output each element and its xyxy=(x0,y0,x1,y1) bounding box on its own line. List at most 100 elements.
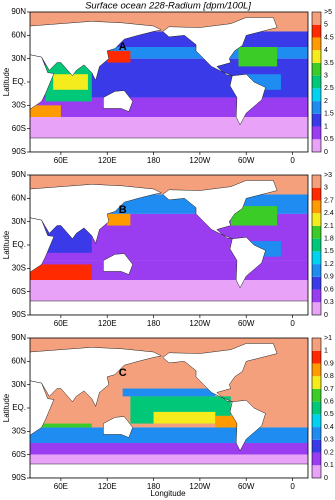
colorbar-swatch xyxy=(312,37,321,51)
colorbar-tick-label: 0.8 xyxy=(324,373,334,380)
y-tick-label: 90S xyxy=(12,147,26,156)
colorbar-tick-label: 2.5 xyxy=(324,85,334,92)
colorbar-tick-label: >5 xyxy=(324,9,332,16)
colorbar-swatch xyxy=(312,101,321,114)
land xyxy=(229,399,266,452)
y-tick-label: 60N xyxy=(11,356,26,365)
land xyxy=(30,217,55,273)
colorbar-swatch xyxy=(312,414,321,428)
colorbar-frame xyxy=(311,174,322,316)
y-axis-label: Latitude xyxy=(2,230,11,259)
x-tick-label: 60E xyxy=(54,319,68,328)
colorbar-tick-label: 1.5 xyxy=(324,111,334,118)
colorbar-tick-label: 0.6 xyxy=(324,398,334,405)
colorbar-tick-label: 0.9 xyxy=(324,360,334,367)
land xyxy=(162,17,278,77)
y-tick-label: 90N xyxy=(11,7,26,16)
ocean-patch xyxy=(30,264,92,280)
x-tick-label: 120W xyxy=(189,156,210,165)
colorbar-tick-label: 0.3 xyxy=(324,299,334,306)
colorbar-tick-label: 0.3 xyxy=(324,437,334,444)
y-tick-label: 60N xyxy=(11,193,26,202)
colorbar-tick-label: 0 xyxy=(324,312,328,319)
x-tick-label: 60W xyxy=(238,319,255,328)
map xyxy=(30,175,308,315)
colorbar-swatch xyxy=(312,302,321,315)
land xyxy=(30,463,308,478)
colorbar-swatch xyxy=(312,113,321,127)
colorbar-swatch xyxy=(312,401,321,415)
x-tick-label: 180 xyxy=(147,482,161,491)
land xyxy=(30,184,163,245)
colorbar-swatch xyxy=(312,187,321,201)
colorbar-tick-label: 2 xyxy=(324,98,328,105)
colorbar-swatch xyxy=(312,465,321,478)
y-tick-label: 90N xyxy=(11,333,26,342)
y-tick-label: 30S xyxy=(12,100,26,109)
colorbar-tick-label: 5 xyxy=(324,22,328,29)
colorbar-swatch xyxy=(312,200,321,214)
colorbar-frame xyxy=(311,337,322,479)
colorbar-tick-label: 0.5 xyxy=(324,411,334,418)
ocean-patch xyxy=(30,423,92,428)
colorbar-tick-label: 1 xyxy=(324,123,328,130)
y-tick-label: EQ. xyxy=(12,403,26,412)
colorbar-tick-label: 0.4 xyxy=(324,424,334,431)
x-tick-label: 120E xyxy=(98,319,117,328)
x-tick-label: 0 xyxy=(290,156,295,165)
land xyxy=(103,253,133,275)
colorbar-swatch xyxy=(312,388,321,402)
colorbar-swatch xyxy=(312,350,321,364)
panel-label: B xyxy=(119,204,127,216)
colorbar-tick-label: >1 xyxy=(324,335,332,342)
colorbar-tick-label: 2.1 xyxy=(324,223,334,230)
y-tick-label: 60N xyxy=(11,30,26,39)
land xyxy=(30,137,308,152)
colorbar-swatch xyxy=(312,289,321,303)
land xyxy=(30,380,55,436)
land xyxy=(229,236,266,289)
colorbar-tick-label: 0.9 xyxy=(324,274,334,281)
colorbar-tick-label: 0.2 xyxy=(324,449,334,456)
ocean-patch xyxy=(30,105,61,117)
panel-label: C xyxy=(119,367,127,379)
x-tick-label: 0 xyxy=(290,319,295,328)
land xyxy=(30,300,308,315)
x-tick-label: 120W xyxy=(189,319,210,328)
colorbar-swatch xyxy=(312,75,321,89)
colorbar-swatch xyxy=(312,338,321,351)
land xyxy=(103,90,133,112)
y-tick-label: 30N xyxy=(11,217,26,226)
ocean-band xyxy=(30,427,308,443)
land xyxy=(162,180,278,240)
y-tick-label: 90S xyxy=(12,310,26,319)
land xyxy=(103,416,133,438)
land xyxy=(30,21,163,82)
colorbar-tick-label: 0.5 xyxy=(324,136,334,143)
ocean-patch xyxy=(215,415,239,428)
y-tick-label: 30N xyxy=(11,380,26,389)
ocean-band xyxy=(30,443,308,455)
map xyxy=(30,12,308,152)
x-tick-label: 120W xyxy=(189,482,210,491)
x-axis-label: Longitude xyxy=(150,489,186,498)
colorbar-swatch xyxy=(312,439,321,453)
colorbar-tick-label: 0.1 xyxy=(324,462,334,469)
colorbar-tick-label: 2.7 xyxy=(324,197,334,204)
colorbar-swatch xyxy=(312,276,321,290)
colorbar-tick-label: 0 xyxy=(324,149,328,156)
colorbar-swatch xyxy=(312,225,321,239)
colorbar-swatch xyxy=(312,88,321,102)
colorbar-swatch xyxy=(312,50,321,63)
colorbar-swatch xyxy=(312,126,321,140)
colorbar-tick-label: 3 xyxy=(324,72,328,79)
colorbar-tick-label: 1.8 xyxy=(324,235,334,242)
ocean-patch xyxy=(53,74,88,90)
colorbar-swatch xyxy=(312,139,321,152)
y-axis-label: Latitude xyxy=(2,67,11,96)
ocean-band xyxy=(30,47,308,59)
colorbar-tick-label: 3.5 xyxy=(324,60,334,67)
x-tick-label: 120E xyxy=(98,482,117,491)
x-tick-label: 120E xyxy=(98,156,117,165)
y-tick-label: EQ. xyxy=(12,240,26,249)
